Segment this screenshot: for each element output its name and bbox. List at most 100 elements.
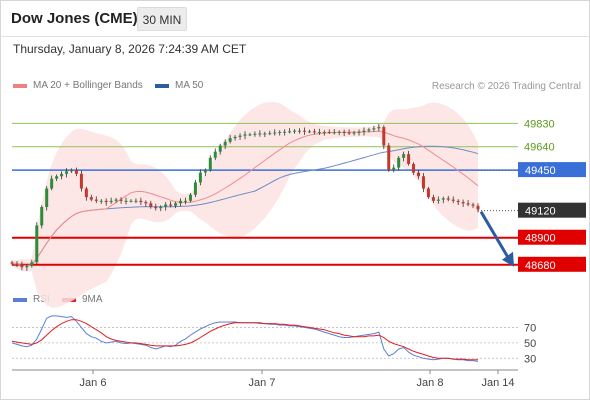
candle-body (352, 132, 356, 134)
chart-title: Dow Jones (CME) (11, 10, 138, 27)
candle-body (69, 170, 73, 172)
candle-body (129, 200, 133, 202)
candle-body (298, 130, 302, 132)
candle-body (45, 188, 49, 207)
x-tick-label-Jan-14: Jan 14 (481, 377, 514, 389)
candle-body (397, 157, 401, 168)
candle-body (387, 145, 391, 171)
candle-body (228, 138, 232, 142)
candle-body (357, 131, 361, 133)
candle-body (392, 167, 396, 171)
legend-rsi-label: RSI (33, 294, 50, 305)
candle-body (134, 200, 138, 202)
candle-body (446, 198, 450, 200)
candle-body (218, 145, 222, 152)
candle-body (362, 130, 366, 132)
candle-body (253, 133, 257, 135)
level-tag-49120 (518, 202, 586, 218)
candle-body (179, 200, 183, 204)
candle-body (114, 199, 118, 201)
candle-body (208, 157, 212, 171)
candle-body (312, 131, 316, 133)
candle-body (89, 197, 93, 200)
candle-body (119, 199, 123, 201)
candle-body (377, 127, 381, 129)
candle-body (20, 264, 24, 268)
rsi-ma9-line (11, 319, 478, 361)
x-tick-label-Jan-7: Jan 7 (249, 377, 276, 389)
candle-body (233, 136, 237, 139)
candle-body (288, 131, 292, 133)
candle-body (347, 132, 351, 134)
candle-body (332, 132, 336, 134)
candle-body (476, 205, 480, 210)
candle-body (417, 172, 421, 177)
candle-body (436, 199, 440, 201)
header-divider (0, 36, 590, 37)
forecast-arrowhead (502, 251, 514, 267)
candle-body (154, 206, 158, 209)
candle-body (159, 206, 163, 209)
candle-body (466, 203, 470, 205)
legend-ma50: MA 50 (155, 80, 203, 91)
candle-body (60, 173, 64, 177)
candle-body (456, 200, 460, 203)
candle-body (431, 197, 435, 201)
rsi-tick-30: 30 (524, 353, 536, 365)
candle-body (74, 170, 78, 174)
candle-body (293, 130, 297, 132)
candle-body (213, 151, 217, 158)
candle-body (382, 127, 386, 146)
candle-body (79, 173, 83, 189)
candle-body (337, 131, 341, 133)
candle-body (30, 262, 34, 267)
ma20-line (11, 130, 479, 266)
candle-body (283, 131, 287, 133)
candle-body (243, 134, 247, 136)
rsi-swatch (13, 297, 27, 302)
candle-body (278, 131, 282, 133)
candle-body (223, 141, 227, 146)
legend-ma20-label: MA 20 + Bollinger Bands (33, 80, 143, 91)
candle-body (268, 133, 272, 135)
candle-body (15, 263, 19, 265)
candle-body (402, 154, 406, 158)
candle-body (322, 131, 326, 133)
candle-body (169, 204, 173, 206)
candle-body (139, 200, 143, 203)
candle-body (441, 198, 445, 200)
candle-body (55, 176, 59, 179)
candle-body (461, 202, 465, 204)
candle-body (50, 178, 54, 189)
candle-body (99, 200, 103, 202)
level-label-48680: 48680 (525, 260, 556, 272)
legend-ma20: MA 20 + Bollinger Bands (13, 80, 143, 91)
interval-button[interactable]: 30 MIN (137, 7, 187, 31)
candle-body (372, 128, 376, 130)
candle-body (342, 131, 346, 133)
candle-body (238, 135, 242, 137)
level-label-49450: 49450 (525, 165, 556, 177)
candle-body (188, 194, 192, 201)
candle-body (263, 133, 267, 135)
forecast-arrow (479, 210, 512, 262)
candle-body (40, 206, 44, 226)
legend-ma50-label: MA 50 (175, 80, 204, 91)
candle-body (35, 225, 39, 263)
candle-body (94, 199, 98, 201)
candle-body (302, 130, 306, 132)
candle-body (203, 170, 207, 173)
candle-body (109, 200, 113, 203)
credit-text: Research © 2026 Trading Central (431, 81, 581, 92)
rsi-tick-50: 50 (524, 338, 536, 350)
rsi-tick-70: 70 (524, 322, 536, 334)
candle-body (317, 131, 321, 133)
candle-body (258, 133, 262, 135)
legend-ma9-label: 9MA (82, 294, 103, 305)
candle-body (193, 182, 197, 195)
candle-body (65, 171, 69, 174)
candle-body (471, 204, 475, 206)
candle-body (149, 203, 153, 207)
legend-rsi: RSI (13, 294, 50, 305)
